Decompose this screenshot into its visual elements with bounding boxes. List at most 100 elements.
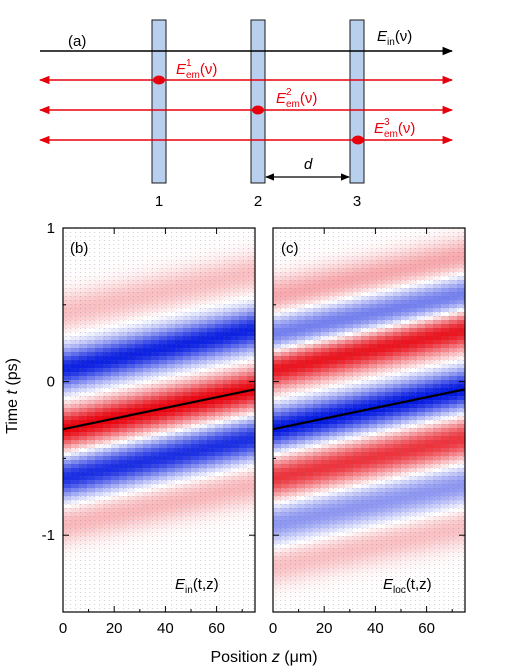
heatmap-cell xyxy=(361,396,370,401)
heatmap-cell xyxy=(95,356,104,361)
heatmap-cell xyxy=(215,508,224,513)
heatmap-cell xyxy=(247,392,255,397)
heatmap-cell xyxy=(305,484,314,489)
heatmap-cell xyxy=(143,340,152,345)
heatmap-cell xyxy=(361,576,370,581)
heatmap-cell xyxy=(183,368,192,373)
heatmap-cell xyxy=(239,388,248,393)
heatmap-cell xyxy=(329,548,338,553)
heatmap-cell xyxy=(305,264,314,269)
heatmap-cell xyxy=(215,380,224,385)
heatmap-cell xyxy=(377,456,386,461)
heatmap-cell xyxy=(151,592,160,597)
heatmap-cell xyxy=(231,536,240,541)
heatmap-cell xyxy=(223,548,232,553)
heatmap-cell xyxy=(135,580,144,585)
heatmap-cell xyxy=(313,388,322,393)
heatmap-cell xyxy=(143,564,152,569)
heatmap-cell xyxy=(71,556,80,561)
heatmap-cell xyxy=(167,424,176,429)
heatmap-cell xyxy=(207,608,216,612)
heatmap-cell xyxy=(433,476,442,481)
heatmap-cell xyxy=(135,356,144,361)
heatmap-cell xyxy=(223,252,232,257)
heatmap-cell xyxy=(321,436,330,441)
heatmap-cell xyxy=(127,460,136,465)
heatmap-cell xyxy=(385,344,394,349)
heatmap-cell xyxy=(345,276,354,281)
heatmap-cell xyxy=(377,508,386,513)
trend-line xyxy=(273,388,465,431)
heatmap-cell xyxy=(231,604,240,609)
heatmap-cell xyxy=(409,408,418,413)
heatmap-cell xyxy=(417,368,426,373)
heatmap-cell xyxy=(345,432,354,437)
heatmap-cell xyxy=(191,324,200,329)
heatmap-cell xyxy=(377,380,386,385)
heatmap-cell xyxy=(273,480,282,485)
heatmap-cell xyxy=(247,404,255,409)
heatmap-cell xyxy=(377,512,386,517)
heatmap-cell xyxy=(353,428,362,433)
heatmap-cell xyxy=(305,360,314,365)
heatmap-cell xyxy=(329,544,338,549)
heatmap-cell xyxy=(175,604,184,609)
heatmap-cell xyxy=(191,608,200,612)
heatmap-cell xyxy=(305,424,314,429)
heatmap-cell xyxy=(401,436,410,441)
heatmap-cell xyxy=(175,292,184,297)
heatmap-cell xyxy=(199,408,208,413)
heatmap-cell xyxy=(127,584,136,589)
heatmap-cell xyxy=(247,272,255,277)
heatmap-cell xyxy=(273,232,282,237)
heatmap-cell xyxy=(159,348,168,353)
heatmap-cell xyxy=(159,428,168,433)
heatmap-cell xyxy=(247,352,255,357)
heatmap-cell xyxy=(369,580,378,585)
heatmap-cell xyxy=(281,296,290,301)
heatmap-cell xyxy=(329,460,338,465)
heatmap-cell xyxy=(281,332,290,337)
heatmap-cell xyxy=(63,468,72,473)
heatmap-cell xyxy=(457,572,465,577)
heatmap-cell xyxy=(79,540,88,545)
heatmap-cell xyxy=(87,452,96,457)
heatmap-cell xyxy=(425,364,434,369)
heatmap-cell xyxy=(159,440,168,445)
heatmap-cell xyxy=(183,264,192,269)
heatmap-cell xyxy=(151,504,160,509)
heatmap-cell xyxy=(191,584,200,589)
heatmap-cell xyxy=(79,356,88,361)
heatmap-cell xyxy=(273,568,282,573)
heatmap-cell xyxy=(103,340,112,345)
heatmap-cell xyxy=(127,264,136,269)
heatmap-cell xyxy=(95,388,104,393)
heatmap-cell xyxy=(71,492,80,497)
heatmap-cell xyxy=(127,576,136,581)
heatmap-cell xyxy=(191,372,200,377)
heatmap-cell xyxy=(207,476,216,481)
heatmap-cell xyxy=(95,512,104,517)
heatmap-cell xyxy=(425,524,434,529)
heatmap-cell xyxy=(135,508,144,513)
heatmap-cell xyxy=(433,284,442,289)
heatmap-cell xyxy=(199,280,208,285)
heatmap-cell xyxy=(167,232,176,237)
heatmap-cell xyxy=(151,348,160,353)
heatmap-cell xyxy=(63,420,72,425)
heatmap-cell xyxy=(135,424,144,429)
heatmap-cell xyxy=(441,524,450,529)
heatmap-cell xyxy=(457,244,465,249)
heatmap-cell xyxy=(449,388,458,393)
heatmap-cell xyxy=(273,308,282,313)
heatmap-cell xyxy=(79,484,88,489)
heatmap-cell xyxy=(377,312,386,317)
heatmap-cell xyxy=(127,488,136,493)
heatmap-cell xyxy=(87,436,96,441)
heatmap-cell xyxy=(167,572,176,577)
heatmap-cell xyxy=(127,240,136,245)
heatmap-cell xyxy=(313,396,322,401)
heatmap-cell xyxy=(345,548,354,553)
heatmap-cell xyxy=(87,432,96,437)
heatmap-cell xyxy=(79,548,88,553)
